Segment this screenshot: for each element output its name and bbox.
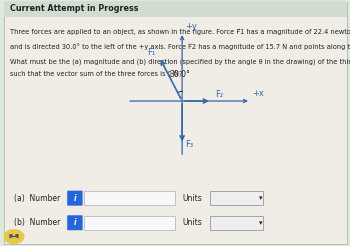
Text: What must be the (a) magnitude and (b) direction (specified by the angle θ in th: What must be the (a) magnitude and (b) d… [10,58,350,65]
Text: such that the vector sum of the three forces is 0 N?: such that the vector sum of the three fo… [10,71,183,77]
FancyBboxPatch shape [210,216,262,230]
Text: +x: +x [252,89,264,98]
Text: F₁: F₁ [147,48,155,57]
FancyBboxPatch shape [67,191,83,206]
FancyBboxPatch shape [67,215,83,230]
Text: Units: Units [182,218,202,227]
Text: F₃: F₃ [186,140,194,149]
Text: Three forces are applied to an object, as shown in the figure. Force F⃗1 has a m: Three forces are applied to an object, a… [10,28,350,35]
Text: ▾: ▾ [259,220,262,226]
Text: +y: +y [186,22,197,31]
FancyBboxPatch shape [84,191,175,205]
Text: ▾: ▾ [259,195,262,201]
Text: F₂: F₂ [215,91,223,99]
FancyBboxPatch shape [210,191,262,205]
Text: i: i [74,218,76,227]
Text: i: i [74,194,76,202]
Text: (b)  Number: (b) Number [14,218,60,227]
Text: and is directed 30.0° to the left of the +y axis. Force F⃗2 has a magnitude of 1: and is directed 30.0° to the left of the… [10,43,350,50]
Circle shape [4,230,24,244]
FancyBboxPatch shape [4,1,346,17]
Text: Current Attempt in Progress: Current Attempt in Progress [10,4,139,13]
Text: Units: Units [182,194,202,202]
Text: (a)  Number: (a) Number [14,194,60,202]
FancyBboxPatch shape [84,216,175,230]
Text: 30.0°: 30.0° [169,70,190,78]
